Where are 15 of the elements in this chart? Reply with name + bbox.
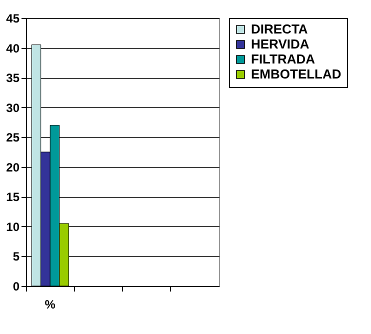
y-tick-label: 25 [6,130,20,145]
legend-label: HERVIDA [251,36,310,52]
y-tick-label: 0 [12,280,20,294]
x-tick-label: % [44,298,56,312]
y-tick-label: 35 [6,71,20,86]
legend-label: DIRECTA [251,22,308,36]
y-tick-label: 5 [12,250,20,264]
y-tick-label: 10 [6,220,20,234]
legend-label: EMBOTELLAD [251,66,342,82]
y-tick-label: 30 [6,100,20,115]
y-tick-label: 40 [6,41,20,56]
y-tick-label: 20 [6,160,20,174]
legend-label: FILTRADA [251,52,316,66]
y-tick-label: 45 [6,12,20,26]
y-tick-label: 15 [6,190,20,204]
